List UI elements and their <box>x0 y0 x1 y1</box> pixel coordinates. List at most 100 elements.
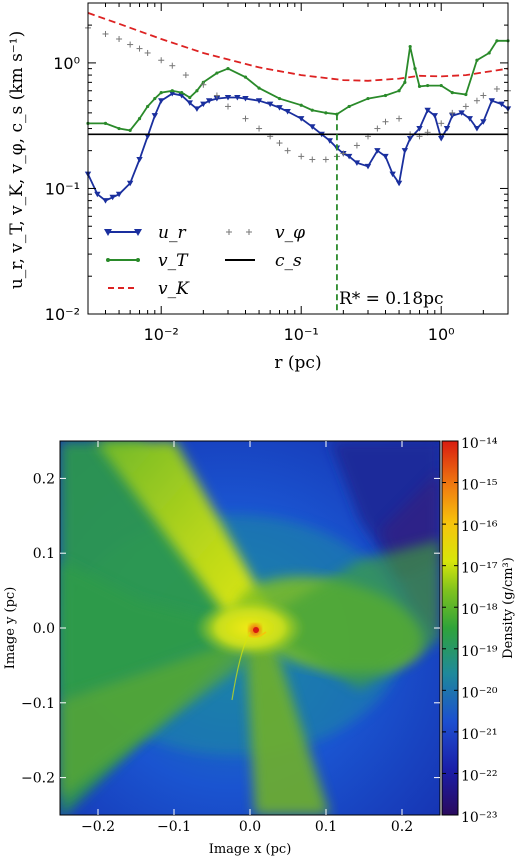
colorbar-tick-label: 10⁻¹⁷ <box>461 561 498 577</box>
data-point <box>449 113 456 119</box>
x-tick-label: 10⁻¹ <box>284 325 319 344</box>
data-point <box>257 86 261 90</box>
data-point <box>408 44 412 49</box>
data-point <box>424 107 431 114</box>
data-point <box>186 100 193 106</box>
data-point <box>215 71 219 75</box>
data-point <box>266 101 274 108</box>
annotation-rstar: R* = 0.18pc <box>339 289 444 309</box>
data-point <box>136 157 143 163</box>
data-point <box>464 92 468 97</box>
data-point <box>345 153 353 160</box>
legend-item: u_r <box>104 223 186 243</box>
data-point <box>439 83 443 88</box>
density-heatmap: −0.2 −0.1 0.0 0.1 0.2 −0.2 −0.1 0.0 0.1 0.2 Image… <box>3 436 516 857</box>
data-point <box>366 96 370 101</box>
colorbar-label: Density (g/cm³) <box>501 557 516 659</box>
x-tick-label: 10⁻² <box>144 325 179 344</box>
heatmap-x-tick-label: −0.2 <box>81 819 115 835</box>
y-tick-label: 10⁻¹ <box>45 179 80 198</box>
data-point <box>488 98 496 104</box>
y-tick-label: 10⁻² <box>45 305 80 324</box>
line-chart: 10⁻² 10⁻¹ 10⁰ 10⁻² 10⁻¹ 10⁰ u_r v_φ v_T c_s v_K R… <box>7 2 512 373</box>
data-point <box>324 111 328 115</box>
data-point <box>450 91 454 95</box>
data-point <box>299 103 303 107</box>
data-point <box>466 116 473 122</box>
heatmap-x-tick-label: 0.2 <box>391 819 413 835</box>
data-point <box>94 191 101 198</box>
data-point <box>102 198 109 204</box>
x-axis-label: r (pc) <box>274 353 321 373</box>
data-point <box>443 126 451 132</box>
heatmap-image <box>60 441 440 815</box>
heatmap-x-tick-label: −0.1 <box>157 819 191 835</box>
data-point <box>473 126 481 132</box>
data-point <box>242 96 249 102</box>
data-point <box>200 101 207 108</box>
data-point <box>298 116 305 122</box>
data-point <box>389 171 396 178</box>
legend: u_r v_φ v_T c_s v_K <box>104 223 305 299</box>
data-point <box>243 75 248 79</box>
colorbar-tick-label: 10⁻²² <box>461 768 497 784</box>
data-point <box>284 109 291 115</box>
data-point <box>213 96 221 102</box>
heatmap-y-tick-label: 0.2 <box>33 471 55 487</box>
data-point <box>431 113 438 119</box>
data-point <box>397 89 401 93</box>
colorbar-tick-label: 10⁻²⁰ <box>461 685 498 701</box>
heatmap-y-tick-label: 0.1 <box>33 546 55 562</box>
series-line-v-k <box>87 12 509 82</box>
heatmap-y-tick-label: −0.2 <box>21 771 55 787</box>
data-point <box>115 191 123 198</box>
colorbar-tick-label: 10⁻¹⁶ <box>461 519 498 535</box>
data-point <box>277 96 282 101</box>
data-point <box>383 93 388 98</box>
data-point <box>224 95 232 101</box>
data-point <box>103 121 108 125</box>
heatmap-x-axis-label: Image x (pc) <box>209 842 292 857</box>
data-point <box>309 124 316 130</box>
series-v-phi <box>85 24 511 163</box>
data-point <box>403 80 407 84</box>
data-point <box>498 101 505 108</box>
y-tick-label: 10⁰ <box>53 54 80 73</box>
colorbar-tick-label: 10⁻²³ <box>461 810 497 826</box>
y-axis-label: u_r, v_T, v_K, v_φ, c_s (km s⁻¹) <box>7 31 27 289</box>
series-group <box>84 12 512 314</box>
data-point <box>195 89 199 93</box>
plot-frame <box>87 2 509 315</box>
data-point <box>310 108 314 112</box>
colorbar <box>442 441 458 815</box>
data-point <box>416 126 423 132</box>
data-point <box>276 105 283 111</box>
data-point <box>146 104 150 109</box>
data-point <box>413 67 417 71</box>
data-point <box>151 113 158 119</box>
legend-item: v_K <box>108 279 190 299</box>
data-point <box>117 126 121 131</box>
data-point <box>382 153 389 160</box>
data-point <box>234 95 241 101</box>
colorbar-tick-label: 10⁻¹⁸ <box>461 602 498 618</box>
data-point <box>426 83 430 88</box>
data-point <box>326 138 333 144</box>
data-point <box>364 163 372 170</box>
data-point <box>153 96 157 101</box>
colorbar-tick-label: 10⁻¹⁵ <box>461 478 498 494</box>
colorbar-tick-label: 10⁻¹⁴ <box>461 436 498 452</box>
data-point <box>495 39 499 43</box>
data-point <box>137 117 142 121</box>
data-point <box>374 148 381 154</box>
data-point <box>347 104 351 109</box>
data-point <box>255 98 263 104</box>
heatmap-y-tick-label: 0.0 <box>33 621 55 637</box>
data-point <box>126 180 134 187</box>
heatmap-y-axis-label: Image y (pc) <box>3 587 18 670</box>
legend-item: c_s <box>225 251 302 271</box>
data-point <box>487 51 491 55</box>
x-tick-label: 10⁰ <box>428 325 455 344</box>
colorbar-tick-label: 10⁻¹⁹ <box>461 644 498 660</box>
